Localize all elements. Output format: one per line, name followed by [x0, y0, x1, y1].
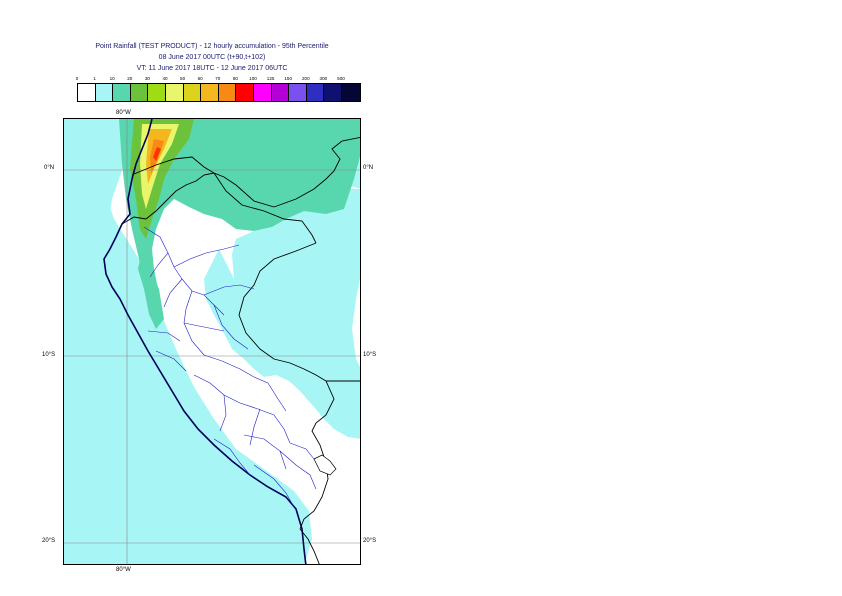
ocean-rainfall	[64, 119, 194, 564]
legend-swatch	[306, 84, 325, 101]
border-ecuador-peru	[121, 172, 215, 225]
legend-swatch	[78, 84, 96, 101]
label-80W-bottom: 80°W	[116, 567, 131, 573]
legend-tick-label: 30	[144, 76, 150, 81]
legend-tick-label: 50	[180, 76, 186, 81]
legend-tick-label: 40	[162, 76, 168, 81]
title-line-1: Point Rainfall (TEST PRODUCT) - 12 hourl…	[95, 43, 329, 50]
legend-swatch	[271, 84, 290, 101]
coastline	[103, 119, 307, 564]
legend-tick-label: 200	[301, 76, 310, 81]
legend-swatch	[183, 84, 202, 101]
legend-tick-label: 70	[215, 76, 221, 81]
legend-swatch	[341, 84, 360, 101]
label-10S-right: 10°S	[363, 352, 377, 358]
legend-tick-label: 100	[249, 76, 257, 81]
label-0N-right: 0°N	[363, 165, 374, 171]
legend-swatch	[95, 84, 114, 101]
legend-tick-label: 125	[266, 76, 275, 81]
title-line-2: 08 June 2017 00UTC (t+90,t+102)	[158, 54, 266, 61]
lake-titicaca	[313, 454, 337, 476]
border-peru-bolivia	[299, 380, 335, 530]
label-20S-left: 20°S	[42, 538, 56, 544]
label-80W-top: 80°W	[116, 110, 131, 116]
legend-swatch	[165, 84, 184, 101]
rainfall-andes-band	[138, 249, 164, 329]
legend-tick-label: 150	[284, 76, 293, 81]
rainfall-peak	[153, 147, 161, 161]
legend-swatch	[289, 84, 307, 101]
legend-tick-label: 1	[93, 76, 96, 81]
label-20S-right: 20°S	[363, 538, 377, 544]
legend-tick-label: 0	[75, 76, 79, 81]
legend-swatch	[201, 84, 219, 101]
legend-swatch	[236, 84, 254, 101]
legend-swatch	[130, 84, 149, 101]
title-line-3: VT: 11 June 2017 18UTC - 12 June 2017 06…	[136, 65, 288, 72]
legend-tick-label: 80	[232, 76, 238, 81]
region-boundaries	[143, 226, 317, 508]
rainfall-field-medium	[119, 119, 360, 304]
legend-swatch	[148, 84, 166, 101]
map-frame	[63, 118, 361, 565]
label-0N-left: 0°N	[44, 165, 55, 171]
legend-tick-label: 60	[197, 76, 203, 81]
border-peru-brazil	[238, 242, 327, 382]
legend-tick-label: 10	[109, 76, 115, 81]
legend-swatch	[253, 84, 272, 101]
label-10S-left: 10°S	[42, 352, 56, 358]
legend-tick-label: 500	[337, 76, 345, 81]
legend-tick-label: 20	[127, 76, 133, 81]
legend-swatch	[113, 84, 131, 101]
border-chile-bolivia	[299, 528, 320, 564]
border-ecuador-colombia	[133, 156, 275, 208]
legend-swatch	[218, 84, 237, 101]
legend-bar	[77, 83, 361, 102]
border-peru-colombia	[213, 172, 317, 244]
legend-tick-label: 300	[319, 76, 328, 81]
legend-swatch	[324, 84, 342, 101]
map-svg	[64, 119, 360, 564]
border-brazil-colombia	[273, 136, 360, 208]
